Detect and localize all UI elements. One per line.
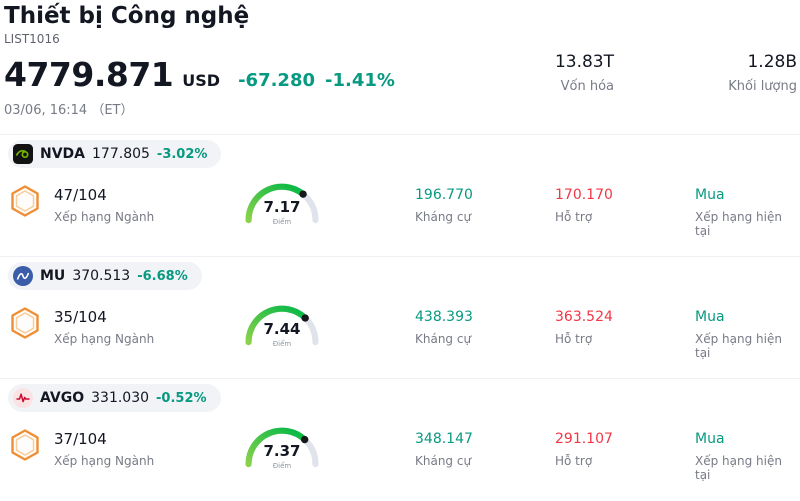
support-label: Hỗ trợ [555, 332, 593, 346]
widget-header: Thiết bị Công nghệ LIST1016 4779.871 USD… [0, 0, 800, 134]
resistance-label: Kháng cự [415, 454, 472, 468]
gauge-arc [238, 177, 326, 229]
rating-label: Xếp hạng hiện tại [695, 210, 782, 238]
rating-value: Mua [695, 187, 725, 203]
index-price-row: 4779.871 USD -67.280 -1.41% [4, 55, 800, 94]
ticker-price: 177.805 [92, 146, 150, 162]
gauge-score-value: 7.44 [263, 320, 301, 338]
stock-detail-row: 47/104 Xếp hạng Ngành 7.17 Điểm 196.770 … [0, 183, 800, 257]
stock-symbol-badge[interactable]: AVGO 331.030 -0.52% [8, 384, 221, 412]
ticker-price: 370.513 [72, 268, 131, 284]
stock-row-nvda: NVDA 177.805 -3.02% 47/104 Xếp hạng Ngàn… [0, 134, 800, 256]
stock-detail-row: 35/104 Xếp hạng Ngành 7.44 Điểm 438.393 … [0, 305, 800, 379]
ticker-price: 331.030 [91, 390, 150, 406]
rating-label: Xếp hạng hiện tại [695, 332, 782, 360]
industry-rank: 37/104 Xếp hạng Ngành [10, 429, 154, 468]
support-value: 170.170 [555, 187, 613, 203]
resistance-column: 196.770 Kháng cự [415, 187, 473, 224]
hexagon-badge-icon [11, 429, 39, 461]
quote-datetime: 03/06, 16:14 （ET） [4, 103, 134, 118]
stock-detail-row: 37/104 Xếp hạng Ngành 7.37 Điểm 348.147 … [0, 427, 800, 501]
gauge-score-value: 7.37 [263, 442, 301, 460]
volume-label: Khối lượng [728, 79, 797, 94]
market-cap-value: 13.83T [554, 52, 614, 72]
support-label: Hỗ trợ [555, 454, 593, 468]
ticker-symbol: AVGO [40, 390, 85, 406]
market-cap-stat: 13.83T Vốn hóa [555, 52, 614, 94]
gauge-arc [238, 421, 326, 473]
industry-rank: 47/104 Xếp hạng Ngành [10, 185, 154, 224]
support-column: 170.170 Hỗ trợ [555, 187, 613, 224]
technical-score-gauge: 7.17 Điểm [238, 177, 326, 229]
resistance-column: 348.147 Kháng cự [415, 431, 473, 468]
rank-value: 35/104 [54, 308, 107, 326]
market-cap-label: Vốn hóa [560, 79, 614, 94]
rank-value: 47/104 [54, 186, 107, 204]
support-value: 363.524 [555, 309, 613, 325]
support-column: 363.524 Hỗ trợ [555, 309, 613, 346]
technical-score-gauge: 7.44 Điểm [238, 299, 326, 351]
rank-value: 37/104 [54, 430, 107, 448]
support-label: Hỗ trợ [555, 210, 593, 224]
index-change-abs: -67.280 [238, 70, 316, 91]
rating-label: Xếp hạng hiện tại [695, 454, 782, 482]
ticker-symbol: NVDA [40, 146, 86, 162]
rank-texts: 37/104 Xếp hạng Ngành [54, 429, 154, 468]
sector-code: LIST1016 [4, 32, 60, 46]
rank-texts: 35/104 Xếp hạng Ngành [54, 307, 154, 346]
rank-label: Xếp hạng Ngành [54, 454, 155, 468]
resistance-column: 438.393 Kháng cự [415, 309, 473, 346]
ticker-change: -3.02% [156, 146, 208, 162]
micron-logo-icon [13, 266, 33, 286]
gauge-score-label: Điểm [272, 218, 292, 226]
stock-symbol-badge[interactable]: MU 370.513 -6.68% [8, 262, 202, 290]
technical-score-gauge: 7.37 Điểm [238, 421, 326, 473]
resistance-value: 438.393 [415, 309, 473, 325]
volume-stat: 1.28B Khối lượng [728, 52, 797, 94]
support-column: 291.107 Hỗ trợ [555, 431, 613, 468]
gauge-score-value: 7.17 [263, 198, 301, 216]
volume-value: 1.28B [747, 52, 797, 72]
index-change-pct: -1.41% [325, 70, 395, 91]
hexagon-badge-icon [11, 307, 39, 339]
index-change: -67.280 -1.41% [238, 70, 395, 91]
index-currency: USD [182, 71, 221, 90]
broadcom-logo-icon [13, 388, 33, 408]
resistance-label: Kháng cự [415, 332, 472, 346]
ticker-change: -0.52% [156, 390, 207, 406]
nvidia-logo-icon [13, 144, 33, 164]
index-price: 4779.871 [4, 55, 174, 94]
ticker-symbol: MU [40, 268, 66, 284]
rating-value: Mua [695, 431, 725, 447]
rank-texts: 47/104 Xếp hạng Ngành [54, 185, 154, 224]
sector-title: Thiết bị Công nghệ [4, 3, 250, 29]
stock-row-avgo: AVGO 331.030 -0.52% 37/104 Xếp hạng Ngàn… [0, 378, 800, 500]
resistance-value: 196.770 [415, 187, 473, 203]
ticker-change: -6.68% [137, 268, 188, 284]
resistance-value: 348.147 [415, 431, 473, 447]
rating-column: Mua Xếp hạng hiện tại [695, 431, 800, 482]
gauge-score-label: Điểm [272, 340, 292, 348]
support-value: 291.107 [555, 431, 613, 447]
rating-column: Mua Xếp hạng hiện tại [695, 309, 800, 360]
hexagon-badge-icon [11, 185, 39, 217]
gauge-arc [238, 299, 326, 351]
industry-rank: 35/104 Xếp hạng Ngành [10, 307, 154, 346]
stock-row-mu: MU 370.513 -6.68% 35/104 Xếp hạng Ngành … [0, 256, 800, 378]
resistance-label: Kháng cự [415, 210, 472, 224]
rating-value: Mua [695, 309, 725, 325]
gauge-score-label: Điểm [272, 462, 292, 470]
rank-label: Xếp hạng Ngành [54, 332, 155, 346]
stock-symbol-badge[interactable]: NVDA 177.805 -3.02% [8, 140, 222, 168]
rating-column: Mua Xếp hạng hiện tại [695, 187, 800, 238]
rank-label: Xếp hạng Ngành [54, 210, 155, 224]
